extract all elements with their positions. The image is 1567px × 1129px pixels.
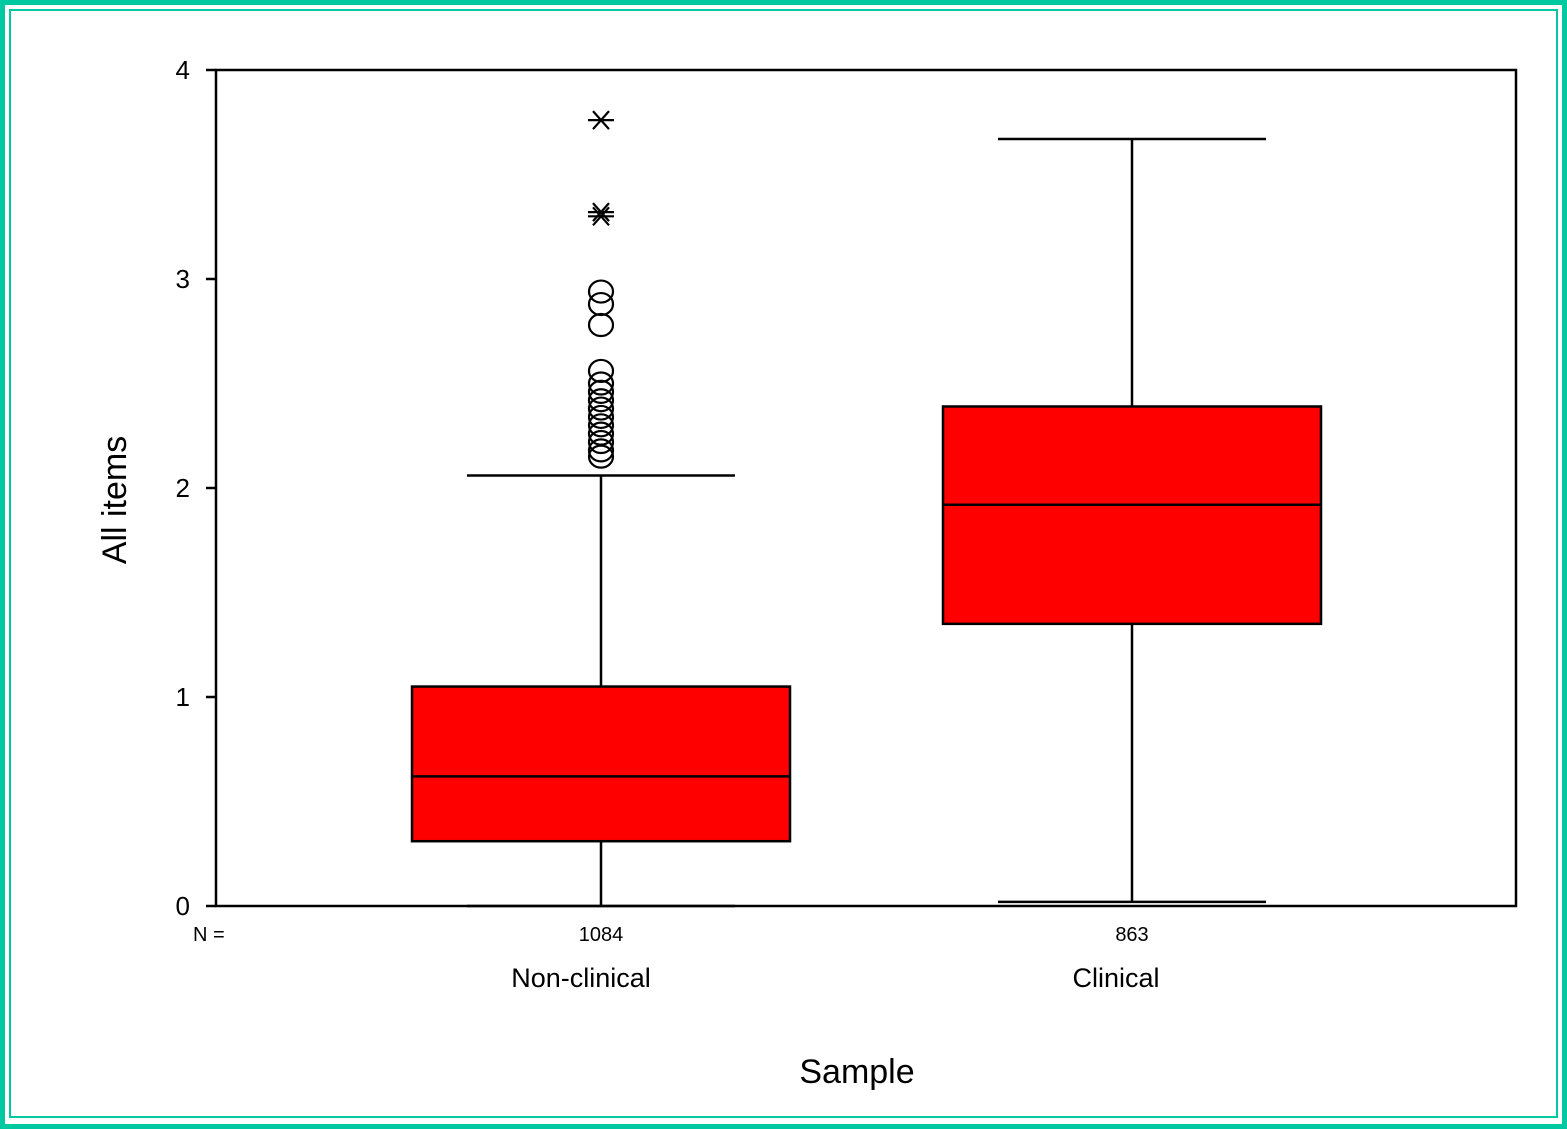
- outlier-non-clinical-6: [587, 396, 615, 421]
- box-non-clinical: [410, 685, 792, 843]
- extreme-non-clinical-1: [588, 202, 614, 222]
- category-label-non-clinical: Non-clinical: [511, 963, 651, 993]
- outlier-non-clinical-10: [587, 358, 615, 384]
- y-tick-label-0: 0: [176, 891, 190, 921]
- count-label-clinical: 863: [1115, 924, 1148, 946]
- x-axis-title: Sample: [799, 1053, 914, 1091]
- category-label-clinical: Clinical: [1072, 963, 1159, 993]
- count-label-non-clinical: 1084: [579, 924, 624, 946]
- plot-area-border: [214, 68, 1518, 908]
- outlier-non-clinical-12: [587, 291, 615, 317]
- outlier-non-clinical-3: [587, 421, 615, 446]
- outlier-non-clinical-13: [587, 279, 615, 304]
- outlier-non-clinical-5: [587, 404, 615, 430]
- box-clinical: [941, 405, 1323, 626]
- y-axis-title: All items: [96, 436, 134, 564]
- extreme-non-clinical-2: [588, 110, 614, 130]
- extreme-non-clinical-0: [588, 206, 614, 227]
- y-tick-label-1: 1: [176, 682, 190, 712]
- outlier-non-clinical-2: [587, 429, 615, 455]
- box-group-clinical: [941, 137, 1323, 904]
- y-tick-label-2: 2: [176, 473, 190, 503]
- outlier-non-clinical-7: [587, 388, 615, 413]
- outlier-non-clinical-9: [587, 371, 615, 396]
- n-prefix-label: N =: [193, 924, 225, 946]
- y-tick-label-3: 3: [176, 264, 190, 294]
- boxes-layer: 1084 Non-clinical 863 Clinical: [410, 110, 1323, 993]
- y-axis: 0 1 2 3 4: [176, 55, 216, 921]
- inner-frame: [9, 9, 1558, 1118]
- outlier-non-clinical-1: [587, 438, 615, 463]
- outlier-non-clinical-4: [587, 413, 615, 438]
- y-tick-label-4: 4: [176, 55, 190, 85]
